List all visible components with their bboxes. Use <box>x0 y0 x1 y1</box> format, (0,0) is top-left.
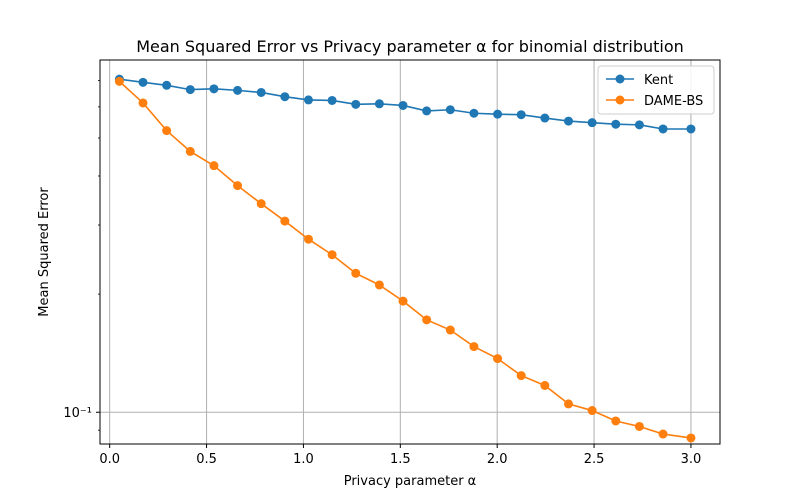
data-point <box>563 399 573 409</box>
data-point <box>611 119 621 129</box>
data-point <box>445 105 455 115</box>
data-point <box>162 80 172 90</box>
chart-title: Mean Squared Error vs Privacy parameter … <box>136 37 684 56</box>
data-point <box>686 433 696 443</box>
grid <box>100 60 720 444</box>
data-point <box>686 124 696 134</box>
x-tick-label: 0.0 <box>99 452 120 467</box>
x-tick-label: 1.5 <box>390 452 411 467</box>
data-point <box>563 116 573 126</box>
data-point <box>233 85 243 95</box>
data-point <box>516 371 526 381</box>
data-point <box>658 124 668 134</box>
data-point <box>280 92 290 102</box>
data-point <box>422 106 432 116</box>
x-tick-label: 1.0 <box>293 452 314 467</box>
data-point <box>516 110 526 120</box>
data-point <box>303 234 313 244</box>
data-point <box>351 268 361 278</box>
legend: Kent DAME-BS <box>597 65 715 115</box>
legend-box <box>597 65 715 115</box>
data-point <box>469 342 479 352</box>
data-point <box>469 108 479 118</box>
x-tick-label: 3.0 <box>681 452 702 467</box>
data-point <box>280 216 290 226</box>
data-point <box>233 181 243 191</box>
data-point <box>138 98 148 108</box>
plot-frame <box>99 59 721 445</box>
x-tick-label: 2.0 <box>487 452 508 467</box>
data-point <box>587 406 597 416</box>
data-point <box>303 95 313 105</box>
legend-label: DAME-BS <box>644 94 703 109</box>
y-tick-label: 10⁻¹ <box>63 406 92 421</box>
x-axis-label: Privacy parameter α <box>344 474 477 489</box>
y-axis-label: Mean Squared Error <box>37 187 52 317</box>
data-point <box>587 118 597 128</box>
data-point <box>398 100 408 110</box>
data-point <box>374 280 384 290</box>
data-point <box>256 199 266 209</box>
data-point <box>493 109 503 119</box>
axes: 0.0 0.5 1.0 1.5 2.0 2.5 3.0 10⁻¹ <box>63 80 702 467</box>
data-point <box>327 250 337 260</box>
data-point <box>422 315 432 325</box>
legend-label: Kent <box>644 73 673 88</box>
legend-marker <box>615 95 625 105</box>
data-point <box>351 99 361 109</box>
data-point <box>374 99 384 109</box>
data-point <box>209 161 219 171</box>
data-point <box>445 325 455 335</box>
data-point <box>634 120 644 130</box>
data-point <box>327 95 337 105</box>
data-point <box>540 113 550 123</box>
data-point <box>398 296 408 306</box>
data-point <box>658 429 668 439</box>
data-point <box>185 146 195 156</box>
legend-marker <box>615 74 625 84</box>
data-point <box>162 126 172 136</box>
data-point <box>256 87 266 97</box>
series-layer <box>114 74 696 443</box>
data-point <box>611 416 621 426</box>
data-point <box>185 85 195 95</box>
x-tick-label: 2.5 <box>584 452 605 467</box>
data-point <box>138 77 148 87</box>
data-point <box>209 84 219 94</box>
data-point <box>493 354 503 364</box>
data-point <box>114 76 124 86</box>
x-tick-label: 0.5 <box>196 452 217 467</box>
data-point <box>634 421 644 431</box>
data-point <box>540 380 550 390</box>
